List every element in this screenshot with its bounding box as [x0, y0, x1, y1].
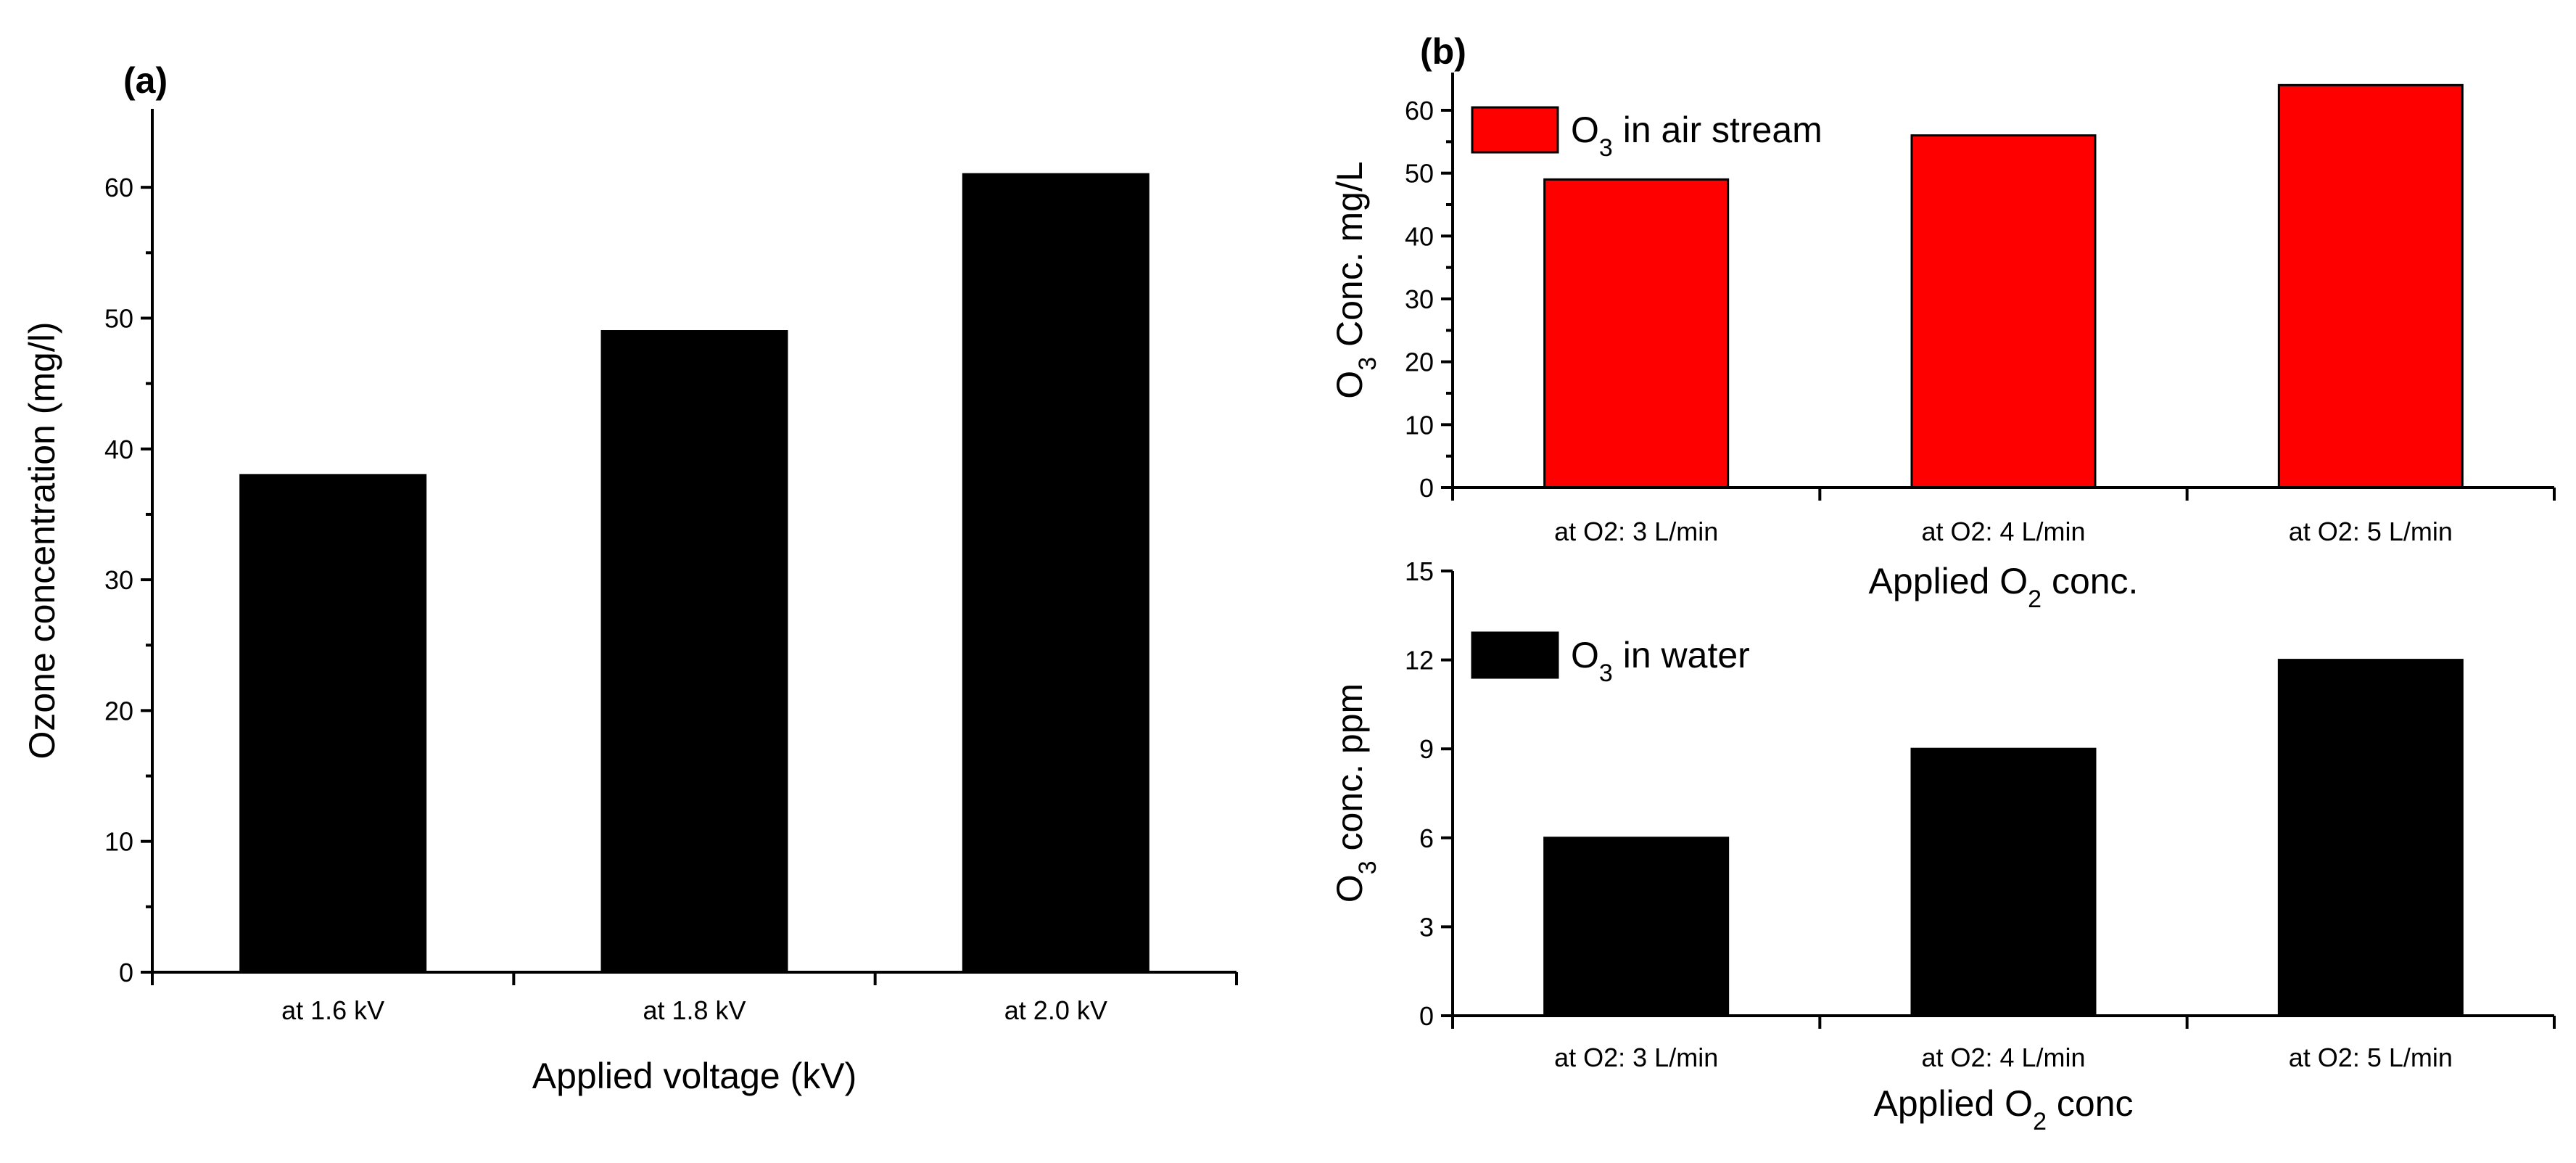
bar: [2277, 659, 2464, 1017]
bar: [962, 173, 1149, 974]
x-axis-title: Applied voltage (kV): [532, 1056, 856, 1096]
chart-b-top: 0 10 20 30 40 50 60 at O2: 3 L/min at O2: 4 L/mi…: [1329, 31, 2556, 613]
y-tick-label: 9: [1419, 734, 1434, 764]
x-tick-label: at O2: 5 L/min: [2289, 517, 2453, 546]
legend-label: O3 in water: [1571, 635, 1750, 687]
x-tick-label: at 1.6 kV: [281, 995, 384, 1025]
x-tick-label: at O2: 4 L/min: [1921, 517, 2085, 546]
legend-label: O3 in air stream: [1571, 110, 1822, 162]
y-tick-label: 20: [104, 696, 133, 726]
x-tick-label: at O2: 3 L/min: [1554, 517, 1718, 546]
x-tick-label: at O2: 3 L/min: [1554, 1043, 1718, 1072]
y-tick-label: 40: [1405, 221, 1434, 251]
panel-label: (a): [123, 60, 168, 101]
y-tick-label: 20: [1405, 348, 1434, 377]
bar: [1543, 837, 1730, 1017]
y-axis-title: Ozone concentration (mg/l): [22, 321, 62, 759]
bar: [600, 330, 788, 974]
y-tick-label: 50: [104, 303, 133, 333]
x-axis-title: Applied O2 conc: [1873, 1083, 2133, 1135]
bar: [1543, 178, 1730, 489]
y-tick-label: 12: [1405, 646, 1434, 675]
x-tick-label: at O2: 4 L/min: [1921, 1043, 2085, 1072]
y-axis-title: O3 Conc. mg/L: [1329, 161, 1382, 398]
y-axis-title: O3 conc. ppm: [1329, 683, 1382, 903]
chart-b-bottom: 0 3 6 9 12 15 at O2: 3 L/min at O2: 4 L/min at O…: [1329, 556, 2556, 1135]
y-tick-label: 10: [1405, 410, 1434, 440]
y-tick-label: 10: [104, 827, 133, 857]
x-tick-label: at 2.0 kV: [1004, 995, 1107, 1025]
y-tick-label: 6: [1419, 823, 1434, 853]
y-tick-label: 60: [104, 173, 133, 202]
y-tick-label: 30: [1405, 284, 1434, 314]
legend: O3 in air stream: [1471, 106, 1822, 162]
y-tick-label: 30: [104, 565, 133, 595]
y-tick-label: 15: [1405, 556, 1434, 586]
bar: [1910, 747, 2097, 1017]
bar: [1910, 134, 2097, 489]
x-tick-label: at O2: 5 L/min: [2289, 1043, 2453, 1072]
y-tick-label: 0: [119, 958, 133, 987]
bar: [2277, 83, 2464, 489]
y-tick-label: 0: [1419, 473, 1434, 503]
x-axis-title: Applied O2 conc.: [1869, 561, 2139, 613]
y-tick-label: 0: [1419, 1001, 1434, 1031]
legend-swatch: [1471, 106, 1559, 154]
chart-a: 0 10 20 30 40 50 60 at 1.6 kV at 1.8 kV at 2.0 kV…: [22, 60, 1238, 1096]
y-tick-label: 60: [1405, 96, 1434, 126]
bar: [239, 474, 427, 974]
panel-label: (b): [1420, 31, 1466, 72]
legend-swatch: [1471, 631, 1559, 679]
legend: O3 in water: [1471, 631, 1750, 687]
y-tick-label: 50: [1405, 159, 1434, 189]
y-tick-label: 3: [1419, 912, 1434, 942]
x-tick-label: at 1.8 kV: [643, 995, 746, 1025]
y-tick-label: 40: [104, 435, 133, 464]
